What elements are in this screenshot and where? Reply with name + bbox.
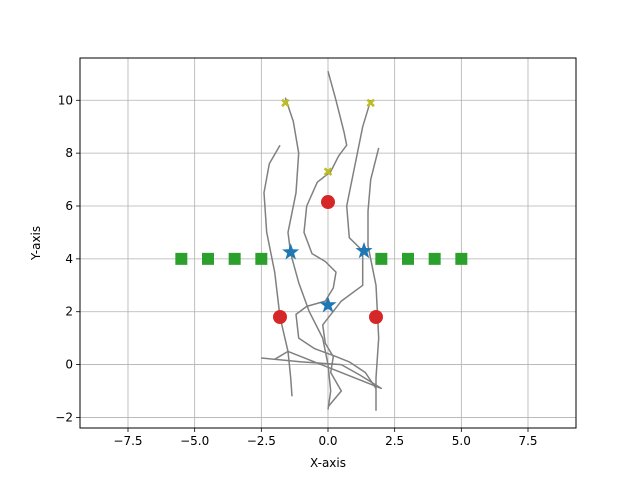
y-tick-label: −2 [55,410,73,424]
y-tick-label: 8 [65,146,73,160]
x-axis-label: X-axis [310,456,346,470]
trajectory-line [367,147,380,411]
square-marker [175,252,188,265]
trajectory-line [261,350,383,390]
trajectory-line [284,97,332,410]
y-tick-label: 2 [65,305,73,319]
circle-marker [273,310,287,324]
x-marker [281,98,290,108]
square-marker [255,252,268,265]
y-tick-label: 0 [65,358,73,372]
x-tick-label: 0.0 [318,434,337,448]
square-marker [375,252,388,265]
circle-marker [321,195,335,210]
star-marker [282,243,300,260]
trajectory-line [263,144,293,397]
x-tick-label: −7.5 [113,434,142,448]
x-axis-ticks: −7.5 −5.0 −2.5 0.0 2.5 5.0 7.5 [113,428,538,448]
x-tick-label: −5.0 [180,434,209,448]
y-axis-ticks: −2 0 2 4 6 8 10 [55,93,80,424]
square-marker [228,252,241,265]
star-marker [355,241,373,259]
square-marker [455,252,468,265]
trajectory-lines [261,71,383,411]
x-marker [323,167,333,176]
square-marker [428,252,441,265]
circle-marker [369,310,383,324]
x-tick-label: 5.0 [452,434,471,448]
y-axis-label: Y-axis [29,226,43,261]
y-tick-label: 10 [58,93,73,107]
y-tick-label: 6 [65,199,73,213]
x-tick-label: 7.5 [518,434,537,448]
x-marker [366,98,375,108]
trajectory-line [321,100,372,408]
x-tick-label: 2.5 [385,434,404,448]
square-marker [402,252,414,265]
star-marker [319,296,337,313]
y-tick-label: 4 [65,252,73,266]
x-tick-label: −2.5 [247,434,276,448]
square-marker [202,252,214,265]
data-markers [175,98,468,324]
